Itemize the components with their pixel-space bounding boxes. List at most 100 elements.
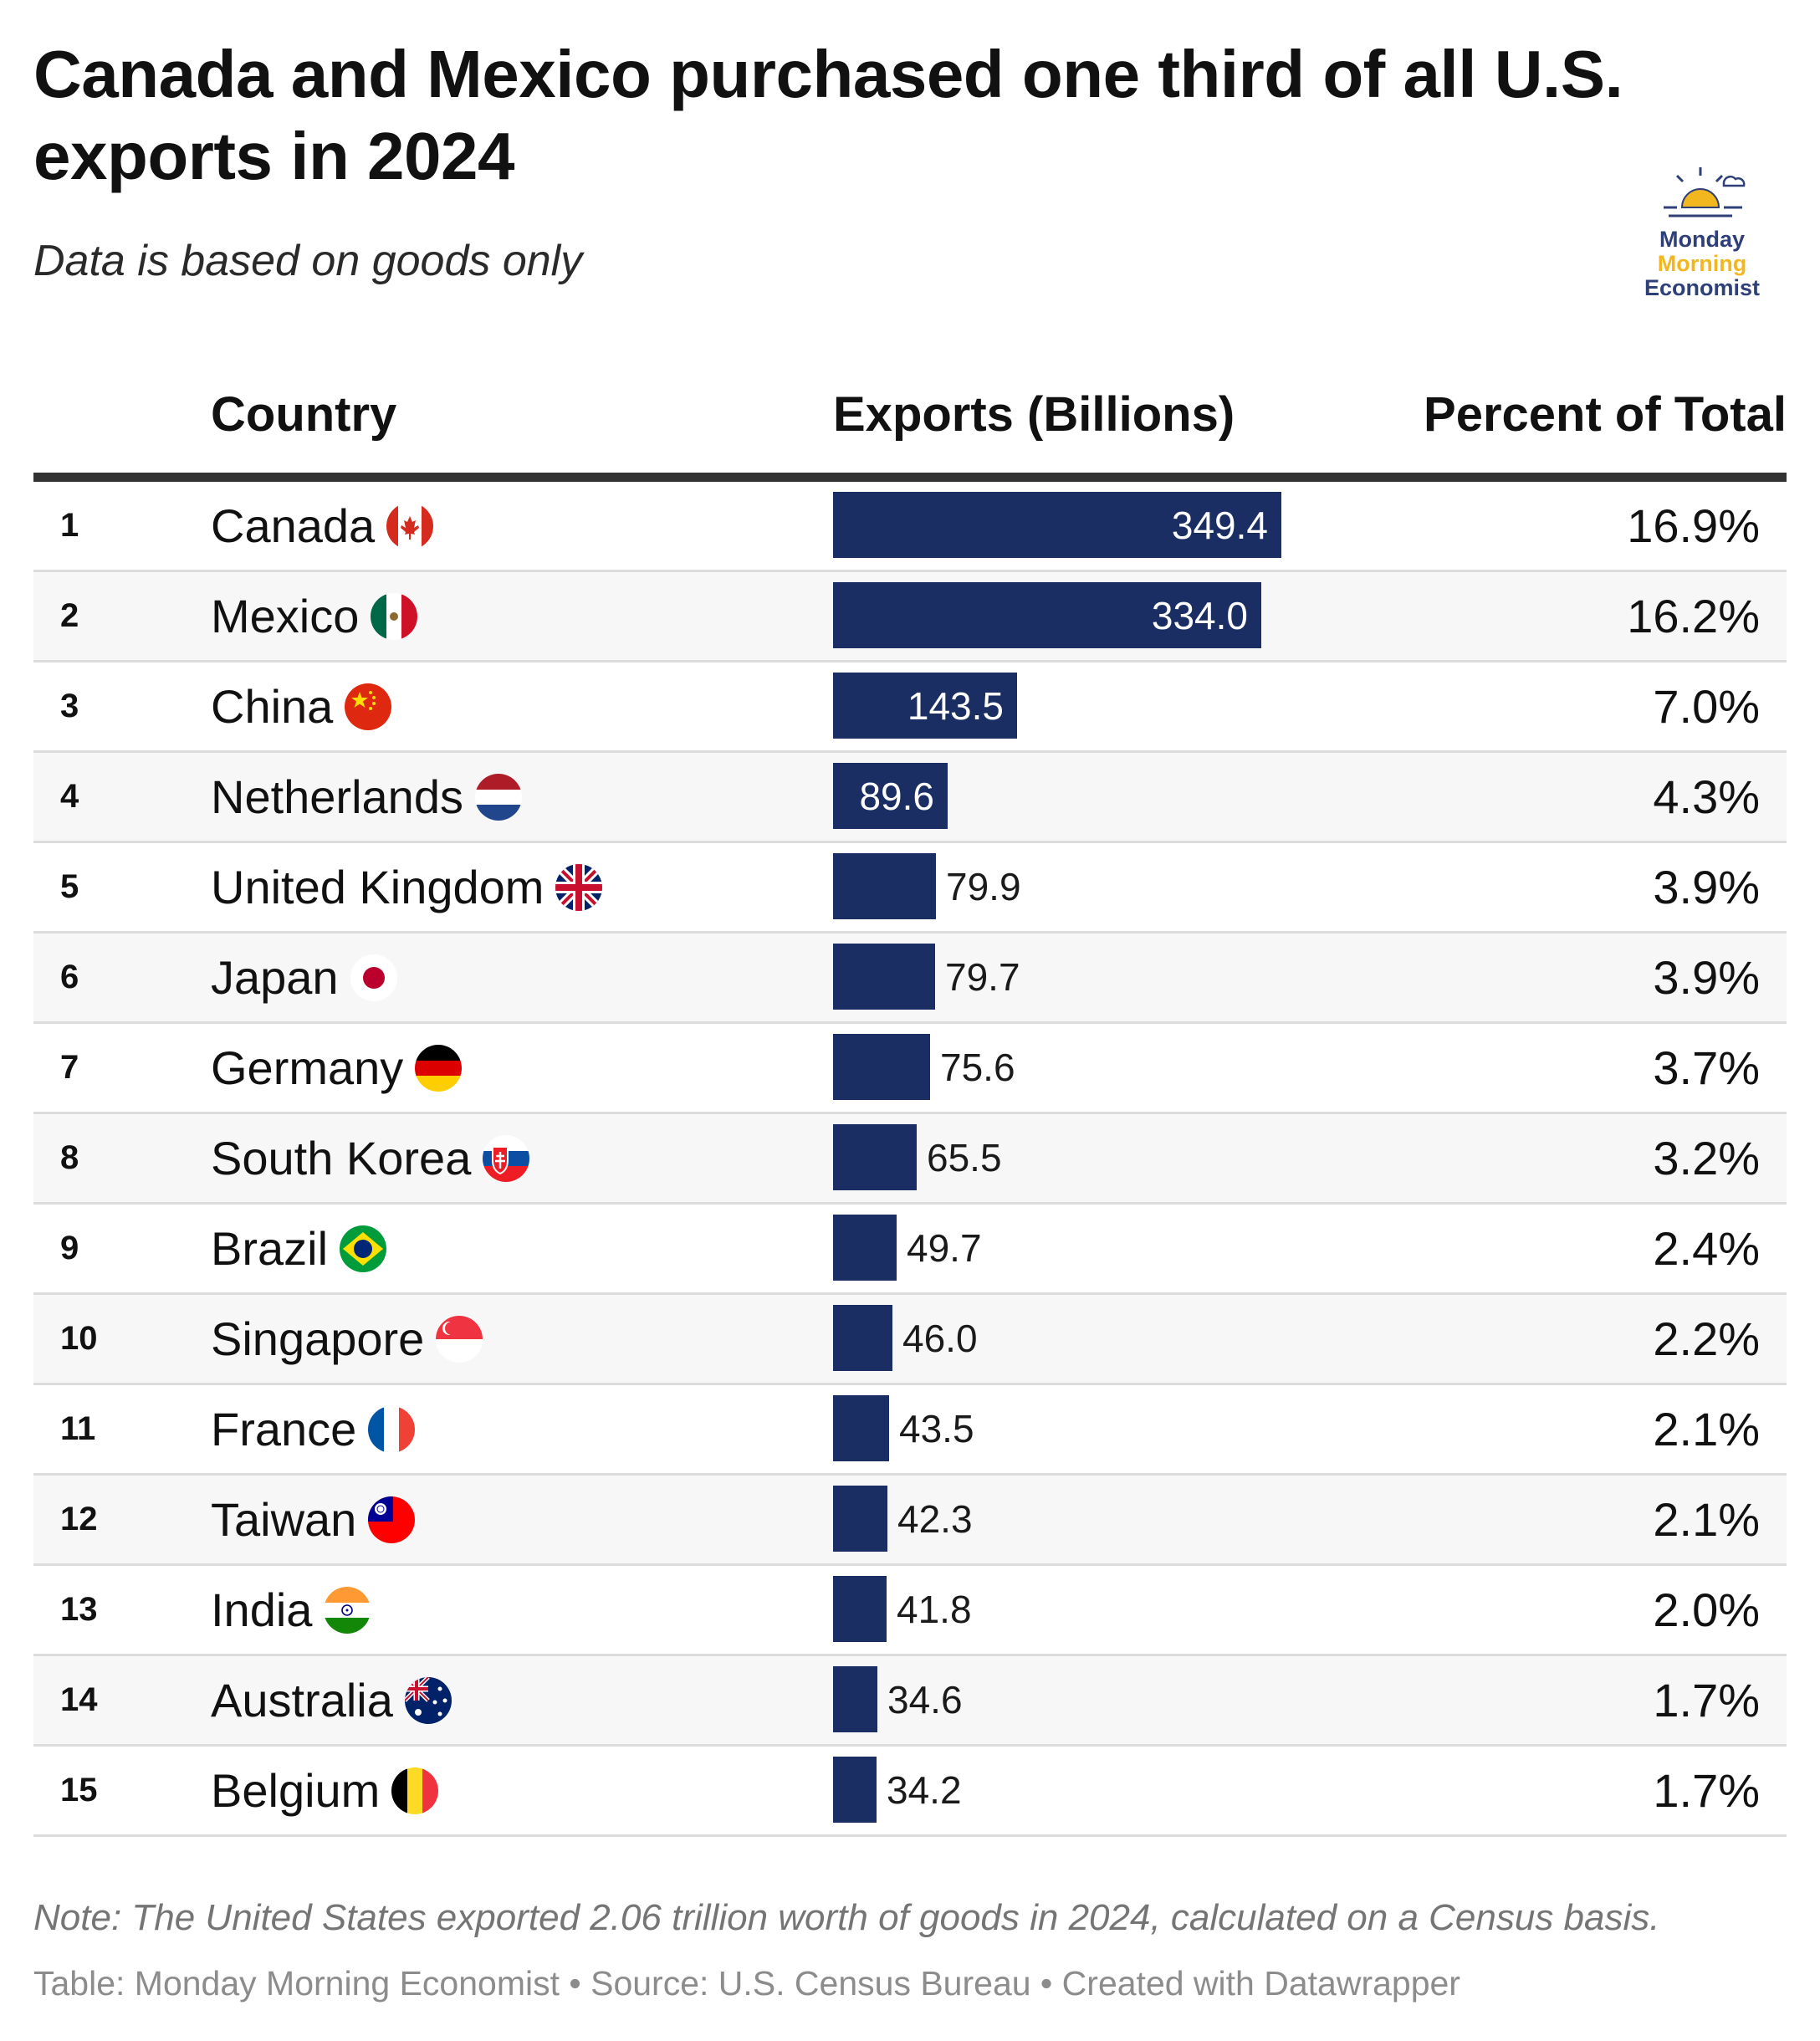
rank-cell: 12 [60,1501,98,1537]
percent-cell: 16.2% [1627,590,1760,642]
india-flag-icon [324,1586,371,1634]
country-name: Belgium [211,1764,381,1817]
export-bar [833,1486,887,1552]
rank-cell: 15 [60,1772,98,1808]
country-name: Mexico [211,590,360,642]
country-cell: Belgium [211,1747,439,1834]
column-header-country: Country [211,387,397,442]
export-bar [833,1757,877,1823]
export-bar [833,944,935,1010]
sunrise-icon [1664,167,1746,217]
export-value-label: 34.2 [887,1768,962,1812]
table-row: 15 Belgium 34.2 1.7% [33,1747,1787,1837]
country-cell: Netherlands [211,753,522,841]
table-row: 13 India 41.8 2.0% [33,1566,1787,1656]
export-value-label: 34.6 [887,1678,963,1721]
export-bar [833,673,1017,739]
country-cell: Japan [211,934,397,1021]
percent-cell: 4.3% [1653,770,1760,823]
export-bar [833,763,948,829]
country-cell: India [211,1566,371,1654]
logo-text-morning: Morning [1657,251,1747,276]
table-row: 6 Japan 79.7 3.9% [33,934,1787,1024]
percent-cell: 1.7% [1653,1764,1760,1817]
percent-cell: 2.0% [1653,1583,1760,1636]
rank-cell: 2 [60,597,79,634]
export-value-label: 89.6 [859,775,934,818]
percent-cell: 16.9% [1627,499,1760,552]
table-row: 4 Netherlands 89.6 4.3% [33,753,1787,843]
rank-cell: 8 [60,1139,79,1176]
country-name: Australia [211,1674,393,1726]
rank-cell: 5 [60,868,79,905]
table-row: 1 Canada 349.4 16.9% [33,482,1787,572]
country-name: China [211,680,334,733]
country-name: Taiwan [211,1493,357,1546]
export-bar [833,1305,892,1371]
japan-flag-icon [350,954,397,1001]
rank-cell: 7 [60,1049,79,1086]
country-cell: France [211,1385,416,1473]
rank-cell: 14 [60,1681,98,1718]
export-value-label: 349.4 [1171,504,1268,547]
country-cell: Australia [211,1656,452,1744]
percent-cell: 3.2% [1653,1132,1760,1184]
table-row: 5 United Kingdom 79.9 3.9% [33,843,1787,934]
percent-cell: 3.9% [1653,951,1760,1004]
export-value-label: 42.3 [897,1497,973,1541]
country-cell: Canada [211,482,434,570]
export-bar [833,1576,887,1642]
export-value-label: 65.5 [927,1136,1002,1179]
brazil-flag-icon [340,1225,387,1272]
slovakia-flag-icon [483,1134,530,1182]
canada-flag-icon [386,502,434,550]
mexico-flag-icon [371,592,418,640]
percent-cell: 1.7% [1653,1674,1760,1726]
country-cell: Germany [211,1024,463,1112]
table-row: 12 Taiwan 42.3 2.1% [33,1476,1787,1566]
rank-cell: 1 [60,507,79,544]
rank-cell: 13 [60,1591,98,1628]
rank-cell: 6 [60,959,79,995]
taiwan-flag-icon [368,1496,416,1543]
export-bar [833,492,1281,558]
export-bar [833,1395,889,1461]
percent-cell: 3.7% [1653,1041,1760,1094]
country-cell: Brazil [211,1205,387,1292]
export-bar [833,853,936,919]
chart-title: Canada and Mexico purchased one third of… [33,37,1623,193]
table-row: 10 Singapore 46.0 2.2% [33,1295,1787,1385]
uk-flag-icon [555,863,603,911]
country-name: Japan [211,951,339,1004]
header-rule [33,473,1787,482]
rank-cell: 11 [60,1410,96,1447]
country-name: Singapore [211,1312,425,1365]
rank-cell: 4 [60,778,79,815]
singapore-flag-icon [436,1315,483,1363]
country-cell: United Kingdom [211,843,603,931]
table-body: 1 Canada 349.4 16.9% 2 Mexico 334.0 16.2% 3 China… [33,482,1787,1837]
country-name: Germany [211,1041,404,1094]
country-name: South Korea [211,1132,472,1184]
australia-flag-icon [404,1676,452,1724]
source-line: Table: Monday Morning Economist • Source… [33,1964,1460,2003]
percent-cell: 2.1% [1653,1403,1760,1455]
germany-flag-icon [415,1044,463,1092]
table-row: 14 Australia 34.6 1.7% [33,1656,1787,1747]
country-cell: China [211,662,392,750]
footnote: Note: The United States exported 2.06 tr… [33,1897,1660,1938]
chart-subtitle: Data is based on goods only [33,237,583,285]
france-flag-icon [368,1405,416,1453]
column-header-percent: Percent of Total [1424,387,1787,442]
export-value-label: 46.0 [902,1317,978,1360]
export-value-label: 49.7 [907,1226,982,1270]
country-cell: Singapore [211,1295,483,1383]
export-value-label: 143.5 [907,684,1004,728]
country-name: Canada [211,499,376,552]
country-name: Netherlands [211,770,463,823]
export-value-label: 79.7 [945,955,1020,999]
percent-cell: 2.1% [1653,1493,1760,1546]
table-row: 7 Germany 75.6 3.7% [33,1024,1787,1114]
rank-cell: 3 [60,688,79,724]
table-row: 8 South Korea 65.5 3.2% [33,1114,1787,1205]
